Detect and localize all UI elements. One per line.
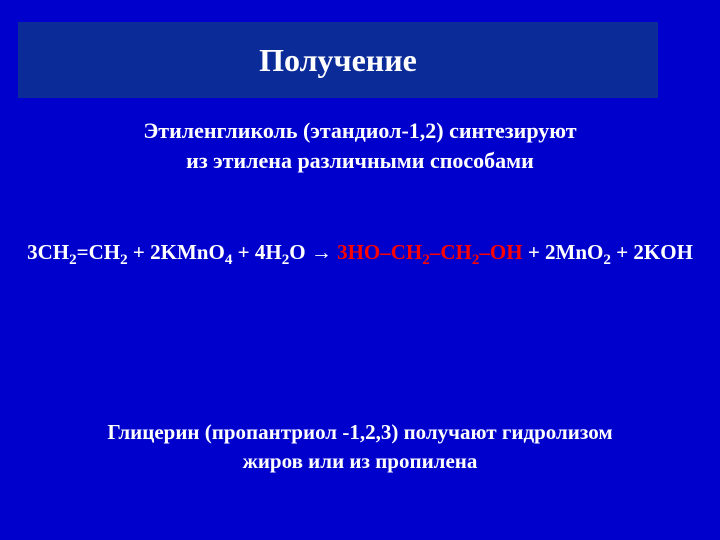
title-box: Получение (18, 22, 658, 98)
footer-line-1: Глицерин (пропантриол -1,2,3) получают г… (107, 420, 612, 444)
equation-reactants: 3CH2=CH2 + 2KMnO4 + 4H2O → (27, 240, 337, 264)
footer-line-2: жиров или из пропилена (243, 449, 478, 473)
intro-text: Этиленгликоль (этандиол-1,2) синтезируют… (0, 116, 720, 175)
reaction-equation: 3CH2=CH2 + 2KMnO4 + 4H2O → 3HO–CH2–CH2–O… (0, 240, 720, 265)
equation-byproducts: + 2MnO2 + 2KOH (523, 240, 693, 264)
intro-line-2: из этилена различными способами (186, 148, 534, 173)
equation-product: 3HO–CH2–CH2–OH (337, 240, 522, 264)
intro-line-1: Этиленгликоль (этандиол-1,2) синтезируют (143, 118, 576, 143)
footer-text: Глицерин (пропантриол -1,2,3) получают г… (0, 418, 720, 477)
slide-title: Получение (259, 42, 417, 79)
